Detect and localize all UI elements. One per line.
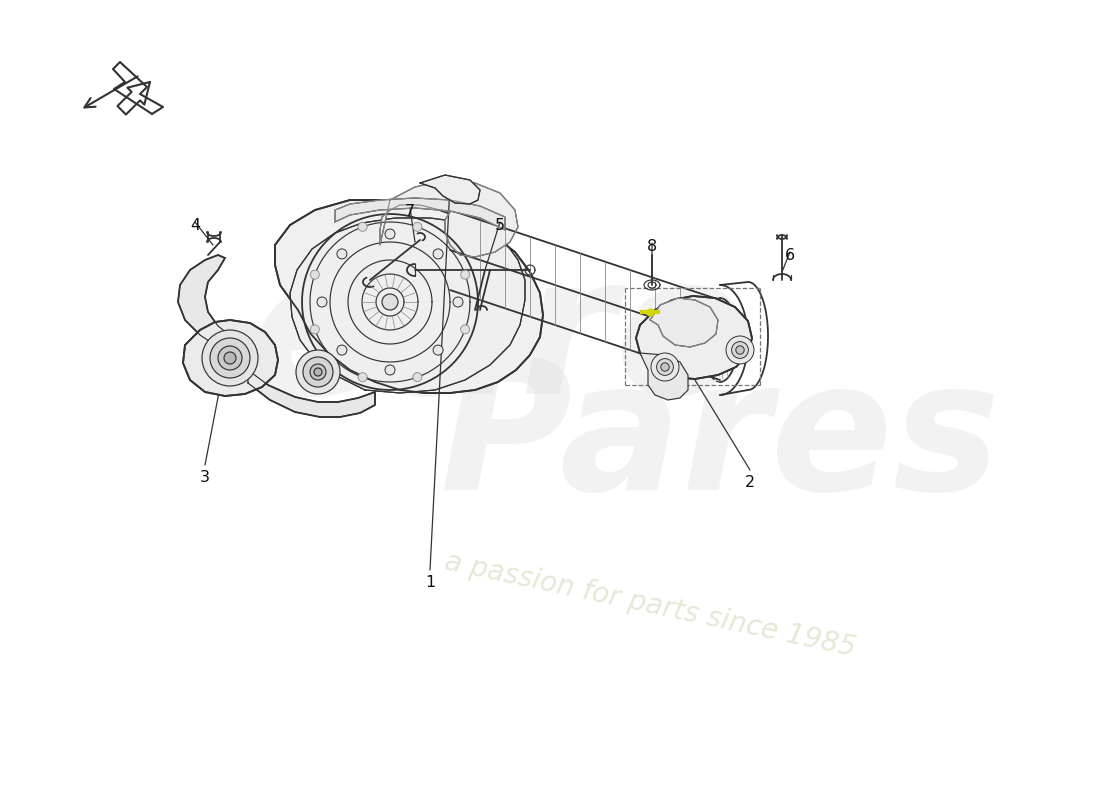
Circle shape [302, 357, 333, 387]
Circle shape [412, 373, 422, 382]
Circle shape [433, 249, 443, 259]
Circle shape [296, 350, 340, 394]
Circle shape [385, 365, 395, 375]
Polygon shape [650, 298, 718, 347]
Text: 5: 5 [495, 218, 505, 233]
Text: 4: 4 [190, 218, 200, 233]
Text: 1: 1 [425, 575, 436, 590]
Polygon shape [420, 175, 480, 204]
Text: 2: 2 [745, 475, 755, 490]
Polygon shape [183, 320, 278, 396]
Circle shape [310, 325, 319, 334]
Polygon shape [379, 180, 518, 257]
Circle shape [310, 364, 326, 380]
Circle shape [224, 352, 236, 364]
Circle shape [732, 342, 748, 358]
Circle shape [661, 363, 669, 371]
Text: a passion for parts since 1985: a passion for parts since 1985 [442, 548, 858, 662]
Circle shape [385, 229, 395, 239]
Polygon shape [290, 218, 525, 393]
Circle shape [337, 345, 346, 355]
Circle shape [359, 373, 367, 382]
Circle shape [651, 353, 679, 381]
Circle shape [382, 294, 398, 310]
Circle shape [218, 346, 242, 370]
Circle shape [314, 368, 322, 376]
Polygon shape [636, 296, 752, 379]
Text: 8: 8 [647, 239, 657, 254]
Circle shape [657, 358, 673, 375]
Circle shape [726, 336, 754, 364]
Circle shape [461, 270, 470, 279]
Circle shape [461, 325, 470, 334]
Polygon shape [248, 370, 375, 417]
Circle shape [337, 249, 346, 259]
Circle shape [210, 338, 250, 378]
Circle shape [310, 270, 319, 279]
Circle shape [453, 297, 463, 307]
Circle shape [433, 345, 443, 355]
Circle shape [202, 330, 258, 386]
Circle shape [736, 346, 745, 354]
Circle shape [317, 297, 327, 307]
Text: euro: euro [250, 246, 750, 434]
Polygon shape [640, 353, 688, 400]
Circle shape [359, 222, 367, 231]
Polygon shape [336, 198, 505, 230]
Text: Pares: Pares [439, 352, 1001, 528]
Polygon shape [275, 200, 543, 393]
Text: 6: 6 [785, 248, 795, 263]
Circle shape [412, 222, 422, 231]
Polygon shape [178, 255, 232, 345]
Text: 7: 7 [405, 204, 415, 219]
Text: 3: 3 [200, 470, 210, 485]
